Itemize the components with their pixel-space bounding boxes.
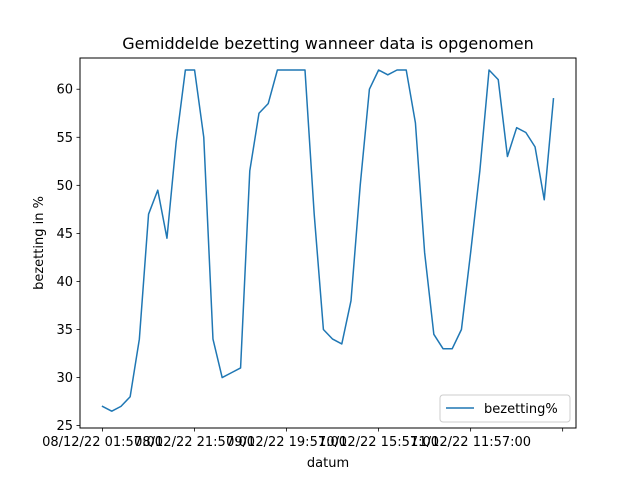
y-tick-label: 25 <box>56 419 73 434</box>
x-tick-label: 08/12/22 21:57:00 <box>134 435 255 450</box>
series-layer <box>101 69 555 412</box>
y-axis-label: bezetting in % <box>32 196 47 290</box>
x-tick-label: 11/12/22 11:57:00 <box>410 435 531 450</box>
y-tick-label: 55 <box>56 131 73 146</box>
plot-area <box>80 58 576 428</box>
y-tick-label: 45 <box>56 227 73 242</box>
plot-frame <box>79 57 577 429</box>
legend-box <box>439 394 571 423</box>
x-axis-label: datum <box>307 456 349 471</box>
y-tick-label: 40 <box>56 275 73 290</box>
y-tick-label: 50 <box>56 179 73 194</box>
x-tick-label: 08/12/22 01:57:00 <box>42 435 163 450</box>
y-tick-label: 60 <box>56 83 73 98</box>
series-line-0 <box>101 69 555 412</box>
legend-label: bezetting% <box>484 402 558 417</box>
chart-title: Gemiddelde bezetting wanneer data is opg… <box>122 34 534 53</box>
y-axis-ticks: 25 30 35 40 45 50 55 60 <box>56 83 80 434</box>
x-tick-label: 09/12/22 19:57:00 <box>226 435 347 450</box>
y-tick-label: 35 <box>56 323 73 338</box>
legend: bezetting% <box>439 394 571 423</box>
x-tick-label: 10/12/22 15:57:00 <box>318 435 439 450</box>
y-tick-label: 30 <box>56 371 73 386</box>
